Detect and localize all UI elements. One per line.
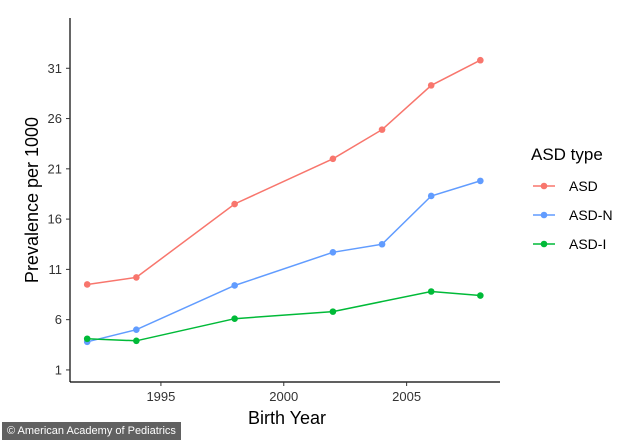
data-point-asd: [329, 155, 337, 163]
series-line-asd-i: [87, 290, 481, 342]
x-tick-label: 2000: [269, 389, 298, 404]
legend-label-asd-n: ASD-N: [569, 207, 613, 223]
data-point-asd: [477, 56, 484, 64]
data-point-asd-n: [133, 326, 140, 334]
legend-item-asd: ASD: [533, 178, 598, 194]
legend-marker-asd-n: [540, 211, 548, 219]
legend-label-asd-i: ASD-I: [569, 236, 606, 252]
series-line-asd-n: [87, 180, 481, 343]
y-tick-label: 16: [48, 212, 62, 227]
x-tick-label: 2005: [392, 389, 421, 404]
y-tick-label: 1: [55, 362, 62, 377]
data-point-asd-i: [133, 337, 140, 345]
data-point-asd: [133, 274, 140, 281]
y-tick-label: 6: [55, 312, 62, 327]
y-tick-label: 26: [48, 111, 62, 126]
data-point-asd-i: [329, 308, 337, 315]
data-point-asd-n: [329, 248, 337, 256]
data-point-asd-n: [378, 240, 386, 248]
y-tick-label: 21: [48, 161, 62, 176]
series-line-asd: [87, 59, 481, 286]
data-point-asd-n: [427, 192, 435, 200]
data-point-asd-n: [477, 177, 484, 185]
legend-title: ASD type: [531, 145, 603, 164]
data-point-asd-i: [83, 335, 91, 343]
x-axis-title: Birth Year: [248, 408, 326, 428]
legend-marker-asd-i: [540, 240, 548, 248]
legend-items: ASD ASD-N ASD-I: [533, 178, 613, 252]
x-tick-label: 1995: [146, 389, 175, 404]
legend-marker-asd: [540, 182, 548, 190]
legend: ASD type ASD ASD-N ASD-I: [531, 145, 613, 252]
axes: [69, 18, 500, 383]
legend-label-asd: ASD: [569, 178, 598, 194]
legend-item-asd-n: ASD-N: [533, 207, 613, 223]
data-point-asd-i: [427, 288, 435, 295]
data-point-asd: [378, 126, 386, 133]
data-point-asd-n: [231, 282, 238, 289]
data-point-asd-i: [477, 292, 484, 299]
data-point-asd: [427, 82, 435, 89]
x-ticks: 1995 2000 2005: [146, 382, 421, 404]
y-axis-title: Prevalence per 1000: [22, 117, 42, 283]
data-point-asd-i: [231, 315, 238, 322]
y-tick-label: 31: [48, 61, 62, 76]
legend-item-asd-i: ASD-I: [533, 236, 606, 252]
copyright-credit: © American Academy of Pediatrics: [2, 422, 181, 440]
data-point-asd: [231, 200, 238, 208]
series-layer: [83, 56, 484, 346]
y-tick-label: 11: [49, 262, 63, 277]
data-point-asd: [83, 281, 91, 288]
